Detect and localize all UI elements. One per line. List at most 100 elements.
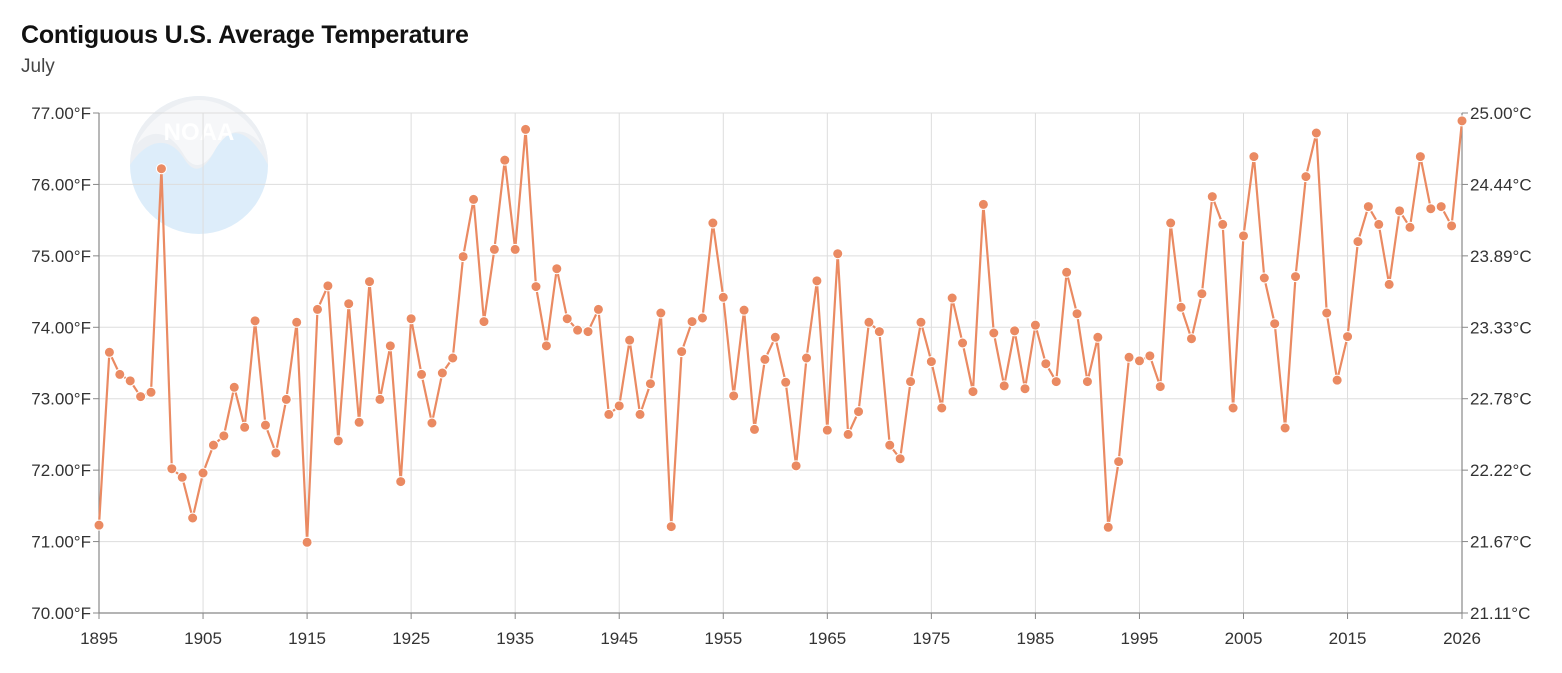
- data-point: [1050, 376, 1062, 388]
- data-point: [239, 421, 251, 433]
- data-point: [1133, 355, 1145, 367]
- data-point: [1019, 383, 1031, 395]
- x-tick-label: 1965: [808, 629, 846, 648]
- data-point: [155, 163, 167, 175]
- y2-tick-label: 23.89°C: [1470, 247, 1532, 266]
- data-point: [988, 327, 1000, 339]
- data-point: [499, 154, 511, 166]
- data-point: [1435, 201, 1447, 213]
- data-point: [790, 460, 802, 472]
- data-point: [551, 263, 563, 275]
- data-point: [780, 376, 792, 388]
- data-point: [218, 430, 230, 442]
- data-point: [863, 316, 875, 328]
- data-point: [343, 298, 355, 310]
- x-axis-labels: 1895 1905 1915 1925 1935 1945 1955 1965 1975 1985…: [80, 613, 1481, 648]
- data-point: [1071, 308, 1083, 320]
- chart-subtitle: July: [21, 56, 55, 77]
- data-point: [176, 471, 188, 483]
- data-point: [1009, 325, 1021, 337]
- data-point: [1290, 271, 1302, 283]
- data-point: [769, 331, 781, 343]
- data-point: [936, 402, 948, 414]
- y-tick-label: 72.00°F: [31, 461, 91, 480]
- data-point: [1362, 201, 1374, 213]
- y-tick-label: 70.00°F: [31, 604, 91, 623]
- data-point: [832, 248, 844, 260]
- data-point: [1300, 171, 1312, 183]
- x-tick-label: 1895: [80, 629, 118, 648]
- y2-tick-label: 21.67°C: [1470, 533, 1532, 552]
- data-point: [270, 447, 282, 459]
- data-point: [1331, 374, 1343, 386]
- data-point: [1279, 422, 1291, 434]
- data-point: [1217, 218, 1229, 230]
- data-point: [436, 367, 448, 379]
- data-point: [1113, 456, 1125, 468]
- data-point: [1310, 127, 1322, 139]
- data-point: [1175, 301, 1187, 313]
- data-point: [166, 463, 178, 475]
- data-point: [1248, 151, 1260, 163]
- data-point: [1238, 230, 1250, 242]
- data-point: [1414, 151, 1426, 163]
- data-point: [1040, 358, 1052, 370]
- x-tick-label: 1995: [1121, 629, 1159, 648]
- data-point: [748, 423, 760, 435]
- data-point: [520, 123, 532, 135]
- x-tick-label: 1915: [288, 629, 326, 648]
- data-point: [1123, 351, 1135, 363]
- y-tick-label: 75.00°F: [31, 247, 91, 266]
- data-point: [384, 340, 396, 352]
- y2-axis-labels: 21.11°C 21.67°C 22.22°C 22.78°C 23.33°C 23.89…: [1462, 104, 1532, 623]
- data-point: [1102, 521, 1114, 533]
- x-tick-label: 2015: [1329, 629, 1367, 648]
- data-point: [103, 346, 115, 358]
- data-point: [676, 346, 688, 358]
- noaa-logo: NOAA: [130, 96, 268, 234]
- data-point: [561, 313, 573, 325]
- data-point: [801, 352, 813, 364]
- data-point: [457, 251, 469, 263]
- x-tick-label: 1945: [600, 629, 638, 648]
- data-point: [311, 303, 323, 315]
- data-point: [1446, 220, 1458, 232]
- data-point: [811, 275, 823, 287]
- data-point: [187, 512, 199, 524]
- data-point: [905, 376, 917, 388]
- data-point: [540, 340, 552, 352]
- data-point: [1258, 272, 1270, 284]
- data-point: [957, 337, 969, 349]
- data-point: [1342, 331, 1354, 343]
- data-point: [1373, 218, 1385, 230]
- data-point: [603, 408, 615, 420]
- data-point: [322, 280, 334, 292]
- data-point: [197, 467, 209, 479]
- data-point: [447, 352, 459, 364]
- data-point: [915, 316, 927, 328]
- data-point: [478, 316, 490, 328]
- data-point: [1081, 376, 1093, 388]
- y2-tick-label: 22.22°C: [1470, 461, 1532, 480]
- data-point: [977, 198, 989, 210]
- data-point: [1227, 402, 1239, 414]
- data-point: [592, 303, 604, 315]
- data-point: [582, 326, 594, 338]
- data-point: [1144, 350, 1156, 362]
- data-point: [925, 356, 937, 368]
- data-point: [873, 326, 885, 338]
- data-point: [686, 316, 698, 328]
- data-point: [1456, 115, 1468, 127]
- noaa-logo-text: NOAA: [164, 119, 235, 146]
- data-point: [665, 521, 677, 533]
- data-point: [280, 393, 292, 405]
- data-points: [93, 115, 1468, 548]
- data-point: [530, 281, 542, 293]
- y2-tick-label: 23.33°C: [1470, 318, 1532, 337]
- data-point: [1394, 205, 1406, 217]
- data-point: [426, 417, 438, 429]
- data-point: [1092, 331, 1104, 343]
- y2-tick-label: 24.44°C: [1470, 175, 1532, 194]
- y2-tick-label: 21.11°C: [1470, 604, 1530, 623]
- y-tick-label: 71.00°F: [31, 533, 91, 552]
